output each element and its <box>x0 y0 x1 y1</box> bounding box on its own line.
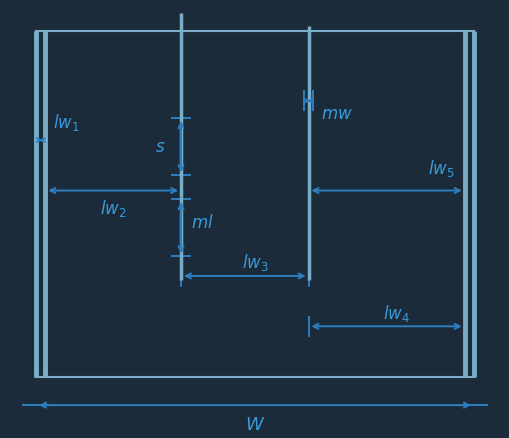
Text: $lw_5$: $lw_5$ <box>427 158 454 179</box>
Text: $lw_4$: $lw_4$ <box>383 303 409 324</box>
Text: $s$: $s$ <box>155 138 165 156</box>
Text: $W$: $W$ <box>244 416 265 434</box>
Text: $lw_3$: $lw_3$ <box>241 252 268 273</box>
Text: $mw$: $mw$ <box>320 105 352 123</box>
Text: $ml$: $ml$ <box>191 214 214 233</box>
Text: $lw_2$: $lw_2$ <box>100 198 126 219</box>
Text: $lw_1$: $lw_1$ <box>53 112 79 133</box>
